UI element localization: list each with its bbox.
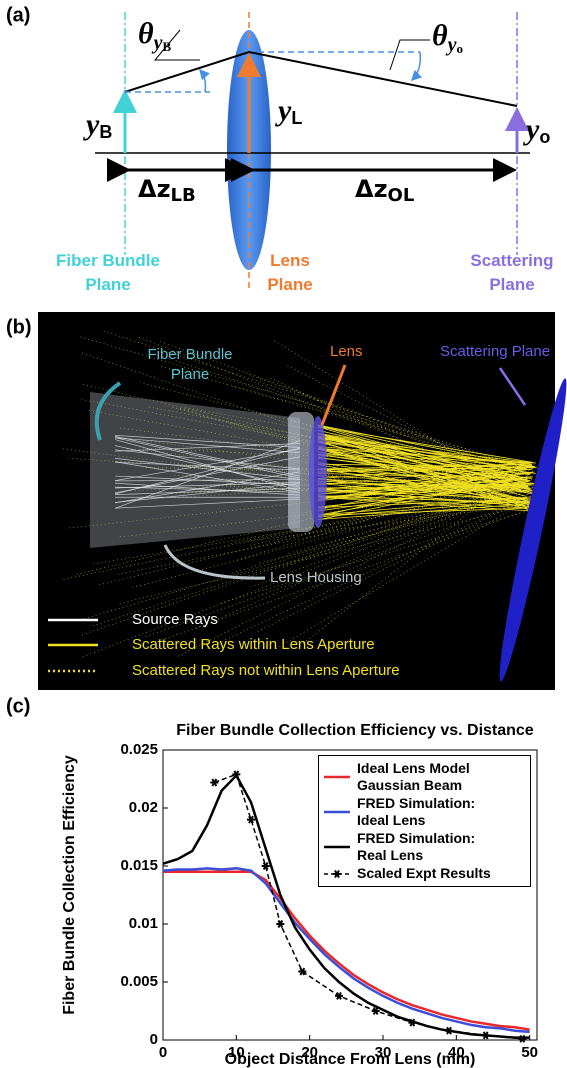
- data-point: [210, 779, 218, 786]
- data-point: [445, 1027, 453, 1034]
- y-tick-label: 0.025: [120, 741, 158, 758]
- y-tick-label: 0: [150, 1031, 158, 1048]
- figure: (a) θyB θyo yB yL yo ΔzLB ΔzOL Fiber Bun…: [0, 0, 567, 1068]
- legend-label: Ideal Lens Model Gaussian Beam: [357, 760, 470, 794]
- legend-label: Source Rays: [132, 611, 218, 628]
- y-tick-label: 0.005: [120, 973, 158, 990]
- lens-housing: [90, 392, 300, 548]
- page: (a) θyB θyo yB yL yo ΔzLB ΔzOL Fiber Bun…: [0, 0, 567, 1068]
- lens-plane-label: LensPlane: [267, 251, 312, 294]
- panel-label: (b): [6, 316, 32, 338]
- fiber-plane-label: Fiber BundlePlane: [56, 251, 160, 294]
- x-tick-label: 10: [228, 1044, 245, 1061]
- panel-label: (a): [6, 4, 30, 26]
- x-axis-label: Object Distance From Lens (mm): [225, 1051, 476, 1068]
- theta-b: θyB: [138, 17, 171, 54]
- legend-label: Scattered Rays not within Lens Aperture: [132, 662, 400, 679]
- legend-entry: FRED Simulation: Ideal Lens: [323, 795, 526, 829]
- housing-label: Lens Housing: [270, 569, 362, 586]
- data-point: [482, 1032, 490, 1039]
- lens: [309, 416, 327, 528]
- dz-ol: ΔzOL: [355, 175, 414, 206]
- y-tick-label: 0.01: [129, 915, 158, 932]
- panel-a: (a) θyB θyo yB yL yo ΔzLB ΔzOL Fiber Bun…: [6, 4, 554, 294]
- y-b: yB: [83, 108, 112, 142]
- x-tick-label: 20: [301, 1044, 318, 1061]
- legend-entry: Scaled Expt Results: [323, 865, 526, 882]
- legend-swatch: [323, 771, 351, 783]
- scatter-plane-label: Scattering Plane: [440, 343, 550, 360]
- legend-swatch: [323, 841, 351, 853]
- y-o: yo: [523, 113, 550, 147]
- chart-title: Fiber Bundle Collection Efficiency vs. D…: [176, 722, 534, 739]
- series-line: [163, 872, 530, 1030]
- y-axis-label: Fiber Bundle Collection Efficiency: [61, 755, 78, 1015]
- y-l: yL: [275, 94, 302, 128]
- legend: Ideal Lens Model Gaussian BeamFRED Simul…: [318, 755, 531, 887]
- theta-o: θyo: [432, 19, 463, 56]
- angle-arc: [412, 52, 420, 80]
- data-point: [518, 1035, 526, 1042]
- dz-lb: ΔzLB: [138, 175, 196, 206]
- x-tick-label: 0: [159, 1044, 167, 1061]
- leader: [390, 40, 430, 70]
- legend-marker: [333, 870, 341, 877]
- x-tick-label: 50: [521, 1044, 538, 1061]
- legend-entry: Ideal Lens Model Gaussian Beam: [323, 760, 526, 794]
- panel-label: (c): [6, 695, 30, 717]
- y-tick-label: 0.02: [129, 799, 158, 816]
- angle-arc: [200, 70, 205, 92]
- lens-label: Lens: [330, 343, 363, 360]
- legend-label: Scattered Rays within Lens Aperture: [132, 636, 375, 653]
- series-line: [163, 868, 530, 1032]
- legend-swatch: [323, 868, 351, 880]
- x-tick-label: 30: [375, 1044, 392, 1061]
- legend-entry: FRED Simulation: Real Lens: [323, 830, 526, 864]
- legend-swatch: [323, 806, 351, 818]
- legend-label: FRED Simulation: Real Lens: [357, 830, 475, 864]
- x-tick-label: 40: [448, 1044, 465, 1061]
- y-tick-label: 0.015: [120, 857, 158, 874]
- legend-label: FRED Simulation: Ideal Lens: [357, 795, 475, 829]
- panel-b: (b) Fiber BundlePlane Lens Scattering Pl…: [6, 312, 567, 690]
- legend-label: Scaled Expt Results: [357, 865, 491, 882]
